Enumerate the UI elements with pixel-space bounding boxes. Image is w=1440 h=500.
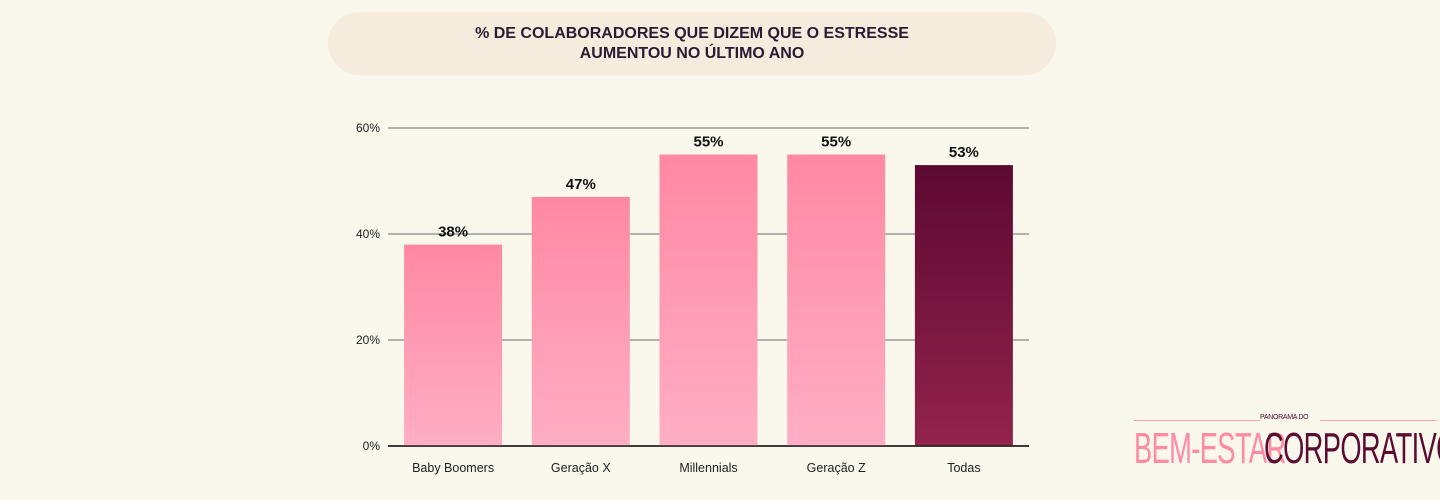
data-label: 53% (949, 144, 979, 161)
data-label: 38% (438, 224, 468, 241)
bar-geração-z (787, 154, 886, 446)
x-tick-label: Geração X (551, 461, 611, 475)
y-tick-label: 40% (356, 227, 380, 241)
x-tick-label: Geração Z (807, 461, 866, 475)
x-tick-label: Todas (947, 461, 980, 475)
bar-todas (914, 165, 1013, 446)
bar-geração-x (531, 196, 630, 446)
data-label: 55% (693, 134, 723, 151)
chart-title: % DE COLABORADORES QUE DIZEM QUE O ESTRE… (475, 24, 909, 62)
chart-title-pill: % DE COLABORADORES QUE DIZEM QUE O ESTRE… (328, 12, 1056, 75)
brand-logo: PANORAMA DO BEM-ESTAR CORPORATIVO (1132, 414, 1440, 474)
logo-word-1: BEM-ESTAR (1134, 424, 1286, 473)
bar-baby-boomers (404, 244, 503, 446)
y-tick-label: 20% (356, 333, 380, 347)
bar-millennials (659, 154, 758, 446)
logo-subtitle: PANORAMA DO (1260, 414, 1309, 421)
y-tick-label: 60% (356, 121, 380, 135)
y-tick-label: 0% (363, 439, 381, 453)
x-tick-label: Baby Boomers (412, 461, 494, 475)
logo-word-2: CORPORATIVO (1264, 424, 1440, 473)
x-tick-label: Millennials (679, 461, 737, 475)
data-label: 47% (566, 176, 596, 193)
data-label: 55% (821, 134, 851, 151)
